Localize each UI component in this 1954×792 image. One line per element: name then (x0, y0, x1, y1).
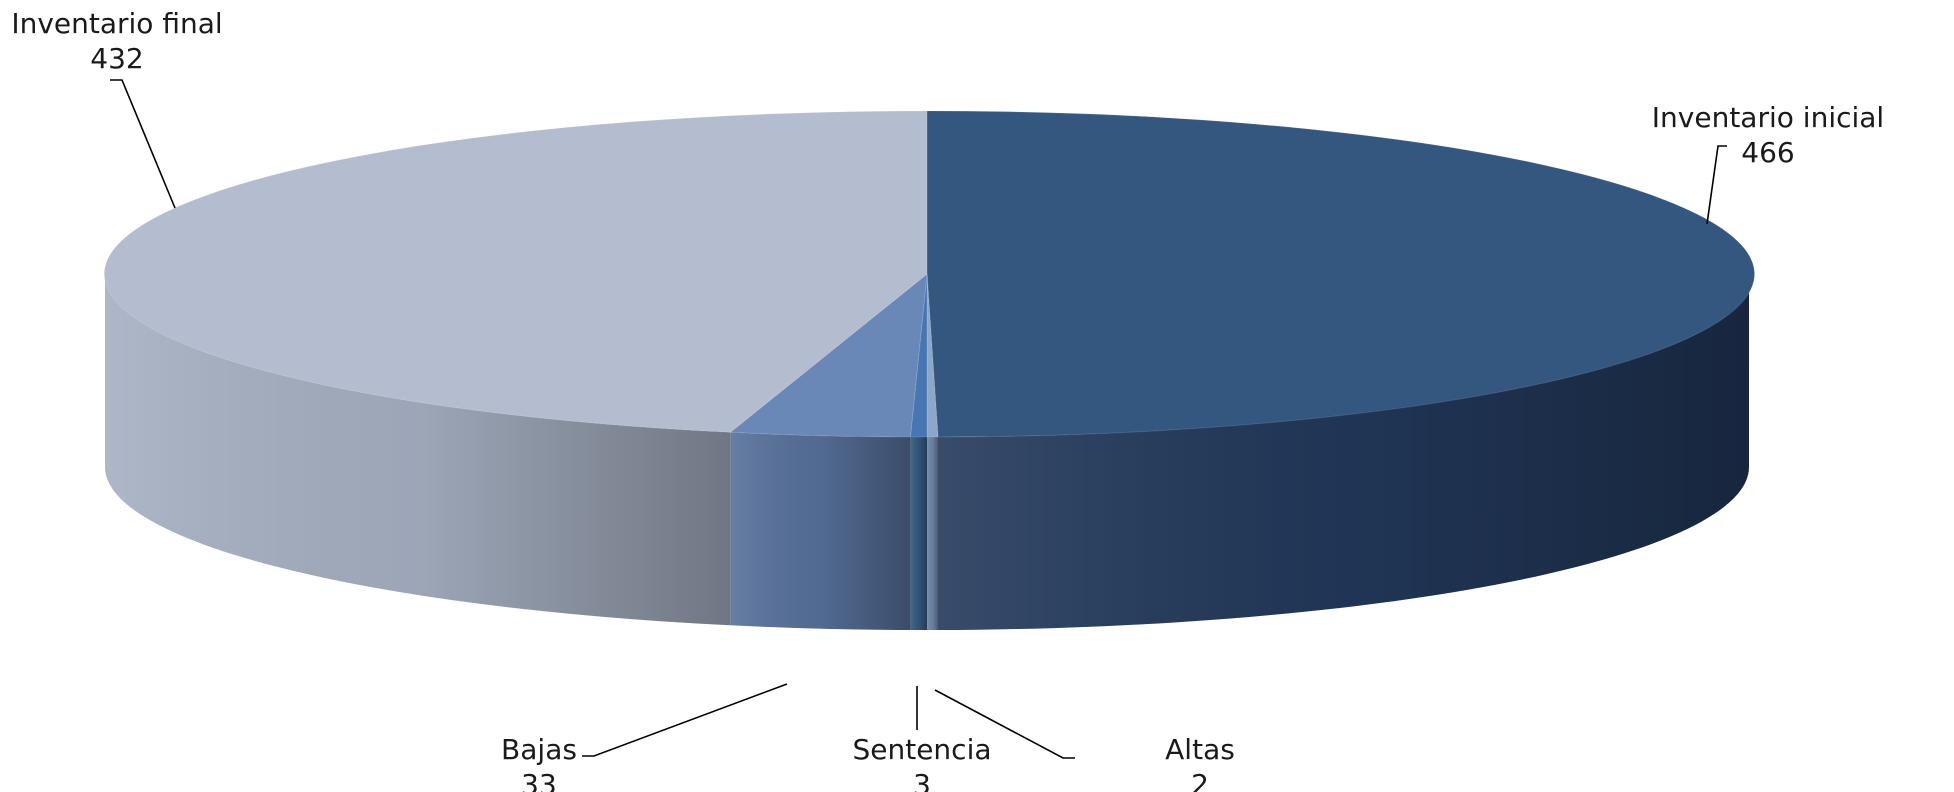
leader-line-inventario-final (110, 79, 176, 209)
leader-line-inventario-inicial (1706, 145, 1727, 225)
leader-line-altas (934, 689, 1075, 759)
pie-side-shade-altas (927, 437, 938, 631)
data-label-name-inventario-inicial: Inventario inicial (1652, 101, 1884, 134)
leader-lines (110, 79, 1727, 759)
pie-side-shade-inventario-inicial (938, 274, 1749, 630)
pie-side-shade-inventario-final (104, 274, 731, 626)
data-label-value-inventario-inicial: 466 (1741, 136, 1794, 169)
leader-line-bajas (582, 683, 788, 757)
pie-tops (103, 110, 1755, 438)
data-label-name-inventario-final: Inventario final (11, 7, 222, 40)
data-label-value-altas: 2 (1191, 768, 1209, 792)
pie-slice-sentencia (909, 273, 928, 438)
data-label-name-sentencia: Sentencia (852, 733, 991, 766)
pie-slice-bajas (728, 272, 928, 438)
data-label-name-altas: Altas (1165, 733, 1235, 766)
pie-slice-inventario-final (103, 110, 928, 433)
pie-sides (104, 274, 1749, 631)
data-label-value-bajas: 33 (521, 768, 557, 792)
data-label-value-sentencia: 3 (913, 768, 931, 792)
pie-side-shade-bajas (730, 432, 911, 630)
pie-slice-altas (926, 273, 939, 438)
data-label-name-bajas: Bajas (501, 733, 577, 766)
pie-side-shade-sentencia (910, 437, 927, 631)
pie-slice-inventario-inicial (926, 110, 1755, 438)
data-label-value-inventario-final: 432 (90, 42, 143, 75)
